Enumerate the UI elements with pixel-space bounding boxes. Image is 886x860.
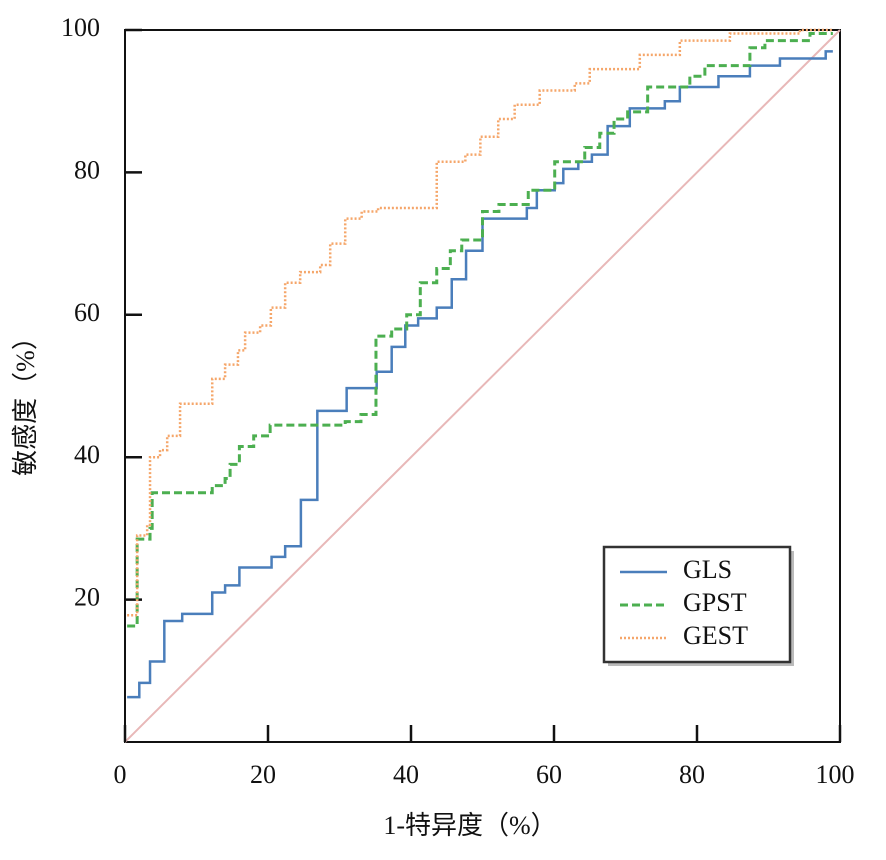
y-tick-label: 100 <box>61 13 100 42</box>
y-tick-label: 60 <box>74 298 100 327</box>
series-line <box>127 50 833 699</box>
y-tick-label: 20 <box>74 583 100 612</box>
x-axis-label: 1-特异度（%） <box>383 811 556 840</box>
y-tick-label: 80 <box>74 155 100 184</box>
legend-label: GLS <box>683 555 732 584</box>
legend-label: GPST <box>683 588 747 617</box>
x-tick-label: 100 <box>816 760 855 789</box>
x-tick-label: 20 <box>250 760 276 789</box>
reference-diagonal <box>124 29 841 743</box>
y-axis-label: 敏感度（%） <box>11 324 40 476</box>
x-tick-label: 0 <box>114 760 127 789</box>
series-line <box>127 32 833 628</box>
series-line <box>127 28 833 617</box>
plot-frame <box>124 29 841 743</box>
y-tick-label: 40 <box>74 440 100 469</box>
x-tick-label: 40 <box>393 760 419 789</box>
legend-label: GEST <box>683 621 748 650</box>
x-tick-label: 80 <box>679 760 705 789</box>
x-tick-label: 60 <box>536 760 562 789</box>
